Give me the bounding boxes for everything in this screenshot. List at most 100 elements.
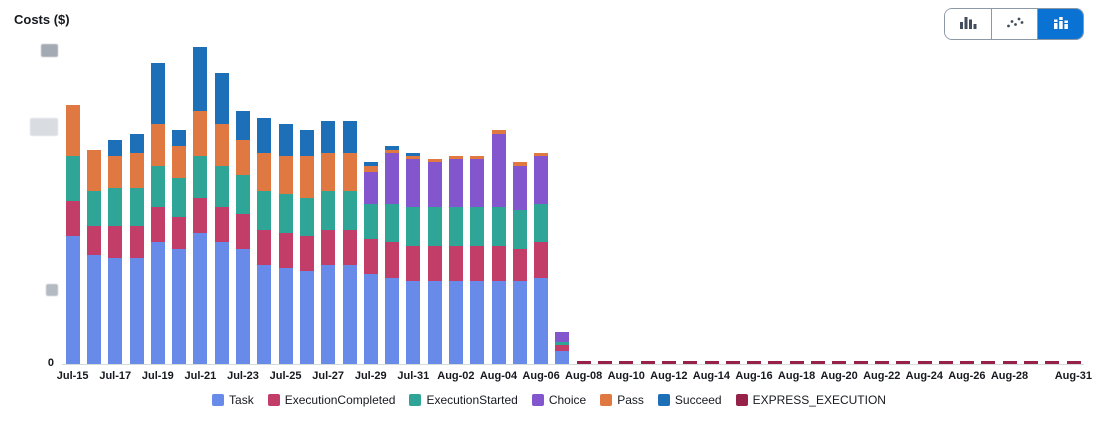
bar-segment-EXPRESS_EXECUTION[interactable]	[640, 360, 655, 364]
bar-Jul-26[interactable]	[299, 130, 314, 364]
bar-Jul-24[interactable]	[257, 117, 272, 364]
bar-Aug-08[interactable]	[576, 360, 591, 364]
bar-Aug-24[interactable]	[917, 360, 932, 364]
bar-segment-EXPRESS_EXECUTION[interactable]	[768, 360, 783, 364]
bar-segment-Pass[interactable]	[534, 152, 549, 157]
bar-segment-ExecutionCompleted[interactable]	[214, 207, 229, 243]
bar-segment-EXPRESS_EXECUTION[interactable]	[789, 360, 804, 364]
bar-Aug-23[interactable]	[896, 360, 911, 364]
bar-segment-Succeed[interactable]	[129, 133, 144, 153]
bar-segment-ExecutionStarted[interactable]	[172, 178, 187, 217]
bar-segment-Pass[interactable]	[491, 130, 506, 134]
bar-segment-Pass[interactable]	[108, 156, 123, 189]
bar-segment-EXPRESS_EXECUTION[interactable]	[598, 360, 613, 364]
bar-segment-EXPRESS_EXECUTION[interactable]	[661, 360, 676, 364]
bar-chart-view-button[interactable]	[945, 9, 991, 39]
bar-Aug-09[interactable]	[598, 360, 613, 364]
bar-Jul-21[interactable]	[193, 47, 208, 364]
bar-segment-Pass[interactable]	[86, 149, 101, 192]
bar-segment-Task[interactable]	[342, 264, 357, 364]
bar-segment-ExecutionStarted[interactable]	[491, 207, 506, 246]
legend-item-ExecutionCompleted[interactable]: ExecutionCompleted	[267, 393, 395, 407]
bar-segment-EXPRESS_EXECUTION[interactable]	[725, 360, 740, 364]
bar-Aug-25[interactable]	[938, 360, 953, 364]
bar-Aug-26[interactable]	[960, 360, 975, 364]
bar-Jul-20[interactable]	[172, 130, 187, 364]
bar-Aug-31[interactable]	[1066, 360, 1081, 364]
bar-segment-ExecutionCompleted[interactable]	[491, 245, 506, 281]
bar-Aug-02[interactable]	[448, 156, 463, 364]
bar-segment-Task[interactable]	[172, 248, 187, 364]
bar-segment-ExecutionStarted[interactable]	[342, 191, 357, 230]
bar-segment-Choice[interactable]	[512, 165, 527, 211]
bar-Jul-25[interactable]	[278, 124, 293, 364]
bar-segment-ExecutionStarted[interactable]	[555, 341, 570, 345]
bar-segment-Choice[interactable]	[534, 156, 549, 205]
bar-segment-Succeed[interactable]	[236, 111, 251, 141]
bar-Jul-17[interactable]	[108, 140, 123, 364]
bar-segment-Task[interactable]	[491, 280, 506, 364]
bar-segment-EXPRESS_EXECUTION[interactable]	[960, 360, 975, 364]
bar-segment-ExecutionStarted[interactable]	[278, 194, 293, 233]
bar-segment-Task[interactable]	[257, 264, 272, 364]
bar-Aug-30[interactable]	[1045, 360, 1060, 364]
bar-segment-Pass[interactable]	[512, 162, 527, 166]
bar-segment-ExecutionCompleted[interactable]	[385, 242, 400, 278]
bar-segment-Succeed[interactable]	[172, 130, 187, 147]
bar-segment-Task[interactable]	[448, 280, 463, 364]
bar-segment-Pass[interactable]	[406, 156, 421, 160]
bar-segment-EXPRESS_EXECUTION[interactable]	[896, 360, 911, 364]
bar-segment-ExecutionCompleted[interactable]	[534, 242, 549, 278]
bar-Jul-29[interactable]	[363, 162, 378, 364]
bar-segment-EXPRESS_EXECUTION[interactable]	[832, 360, 847, 364]
bar-segment-ExecutionCompleted[interactable]	[512, 248, 527, 281]
bar-segment-EXPRESS_EXECUTION[interactable]	[874, 360, 889, 364]
bar-segment-Pass[interactable]	[448, 156, 463, 160]
bar-segment-Task[interactable]	[214, 242, 229, 364]
bar-segment-EXPRESS_EXECUTION[interactable]	[917, 360, 932, 364]
bar-segment-ExecutionCompleted[interactable]	[299, 236, 314, 272]
bar-Jul-22[interactable]	[214, 72, 229, 364]
bar-Aug-19[interactable]	[811, 360, 826, 364]
bar-segment-ExecutionStarted[interactable]	[321, 191, 336, 230]
bar-segment-Pass[interactable]	[129, 152, 144, 189]
bar-segment-ExecutionCompleted[interactable]	[172, 216, 187, 249]
bar-segment-Task[interactable]	[299, 271, 314, 364]
bar-segment-ExecutionStarted[interactable]	[86, 191, 101, 227]
bar-segment-Succeed[interactable]	[257, 117, 272, 153]
bar-segment-ExecutionCompleted[interactable]	[236, 213, 251, 249]
bar-segment-Pass[interactable]	[299, 156, 314, 198]
bar-segment-Task[interactable]	[193, 232, 208, 364]
bar-Jul-19[interactable]	[150, 63, 165, 364]
bar-segment-ExecutionStarted[interactable]	[385, 204, 400, 243]
bar-segment-ExecutionCompleted[interactable]	[150, 207, 165, 243]
bar-Aug-10[interactable]	[619, 360, 634, 364]
line-chart-view-button[interactable]	[991, 9, 1037, 39]
bar-segment-Task[interactable]	[236, 248, 251, 364]
bar-segment-ExecutionCompleted[interactable]	[555, 344, 570, 352]
bar-segment-ExecutionStarted[interactable]	[108, 188, 123, 227]
bar-Aug-18[interactable]	[789, 360, 804, 364]
bar-segment-Succeed[interactable]	[321, 120, 336, 153]
bar-segment-EXPRESS_EXECUTION[interactable]	[1002, 360, 1017, 364]
bar-Aug-28[interactable]	[1002, 360, 1017, 364]
bar-segment-ExecutionCompleted[interactable]	[193, 197, 208, 233]
bar-segment-ExecutionCompleted[interactable]	[86, 226, 101, 256]
bar-segment-Succeed[interactable]	[108, 140, 123, 157]
bar-segment-Choice[interactable]	[406, 159, 421, 208]
bar-segment-Succeed[interactable]	[299, 130, 314, 157]
bar-segment-ExecutionCompleted[interactable]	[448, 245, 463, 281]
bar-segment-Task[interactable]	[385, 277, 400, 364]
bar-segment-Task[interactable]	[65, 236, 80, 364]
bar-segment-EXPRESS_EXECUTION[interactable]	[619, 360, 634, 364]
bar-segment-ExecutionCompleted[interactable]	[406, 245, 421, 281]
bar-segment-Task[interactable]	[406, 280, 421, 364]
bar-Jul-16[interactable]	[86, 149, 101, 364]
bar-Aug-22[interactable]	[874, 360, 889, 364]
bar-segment-Pass[interactable]	[214, 124, 229, 166]
bar-segment-Task[interactable]	[363, 274, 378, 364]
bar-segment-ExecutionStarted[interactable]	[236, 175, 251, 214]
bar-Aug-05[interactable]	[512, 162, 527, 364]
legend-item-Succeed[interactable]: Succeed	[657, 393, 722, 407]
bar-segment-Succeed[interactable]	[193, 47, 208, 112]
